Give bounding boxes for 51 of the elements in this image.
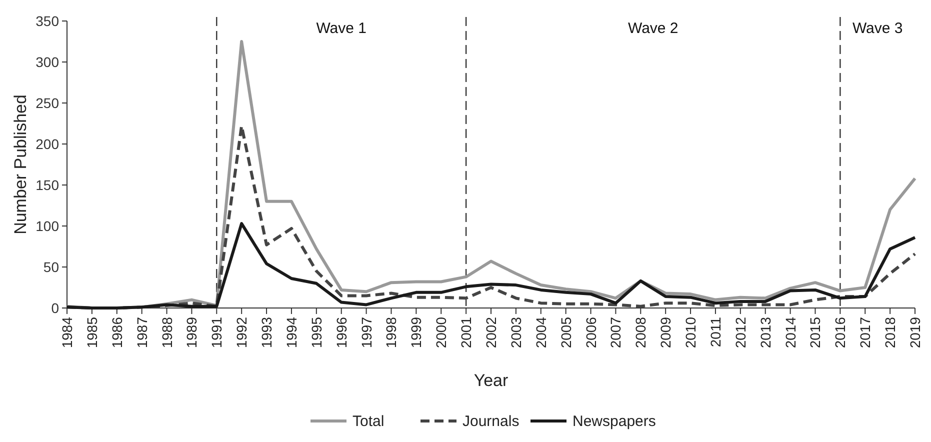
x-tick-label: 2013 <box>757 316 774 348</box>
legend-label: Total <box>352 413 384 430</box>
x-tick-label: 1988 <box>158 316 175 348</box>
x-tick-label: 2008 <box>632 316 649 348</box>
legend-label: Newspapers <box>572 413 656 430</box>
y-tick-label: 200 <box>36 136 60 152</box>
x-tick-label: 1997 <box>358 316 374 348</box>
x-tick-label: 2006 <box>582 316 599 348</box>
y-tick-label: 300 <box>36 54 60 70</box>
x-tick-label: 2017 <box>857 316 874 348</box>
x-tick-label: 1998 <box>383 316 400 348</box>
x-tick-label: 1984 <box>59 316 75 348</box>
annotation: Wave 1 <box>316 20 366 37</box>
x-tick-label: 1999 <box>408 316 424 348</box>
x-tick-label: 2011 <box>707 316 724 348</box>
annotation: Wave 3 <box>852 20 903 37</box>
x-tick-label: 2007 <box>608 316 624 348</box>
x-tick-label: 2003 <box>508 316 524 348</box>
x-tick-label: 1996 <box>333 316 350 348</box>
legend-label: Journals <box>462 413 520 430</box>
y-tick-label: 250 <box>36 94 60 111</box>
x-tick-label: 2004 <box>532 316 549 348</box>
x-tick-label: 2009 <box>658 316 674 348</box>
y-tick-label: 350 <box>36 12 60 29</box>
x-tick-label: 1991 <box>208 316 225 348</box>
x-tick-label: 1989 <box>184 316 200 348</box>
x-tick-label: 2001 <box>458 316 474 348</box>
x-tick-label: 1986 <box>108 316 125 348</box>
x-tick-label: 2015 <box>807 316 824 348</box>
x-tick-label: 1985 <box>84 316 100 348</box>
y-axis-title: Number Published <box>11 94 30 234</box>
x-tick-label: 1992 <box>234 316 250 348</box>
x-tick-label: 1994 <box>283 316 300 348</box>
y-tick-label: 50 <box>43 258 60 275</box>
x-tick-label: 2016 <box>832 316 848 348</box>
x-tick-label: 1995 <box>308 316 324 348</box>
x-tick-label: 2019 <box>907 316 923 348</box>
x-tick-label: 2014 <box>782 316 798 348</box>
x-tick-label: 2012 <box>732 316 748 348</box>
x-tick-label: 2005 <box>558 316 574 348</box>
x-tick-label: 2018 <box>882 316 898 348</box>
annotation: Wave 2 <box>628 20 678 37</box>
y-tick-label: 0 <box>51 300 60 316</box>
x-tick-label: 2002 <box>483 316 499 348</box>
x-axis-title: Year <box>474 371 509 390</box>
y-tick-label: 100 <box>36 218 60 234</box>
x-tick-label: 1993 <box>258 316 275 348</box>
y-tick-label: 150 <box>36 176 60 193</box>
x-tick-label: 1987 <box>134 316 150 348</box>
x-tick-label: 2010 <box>682 316 699 348</box>
x-tick-label: 2000 <box>433 316 450 348</box>
